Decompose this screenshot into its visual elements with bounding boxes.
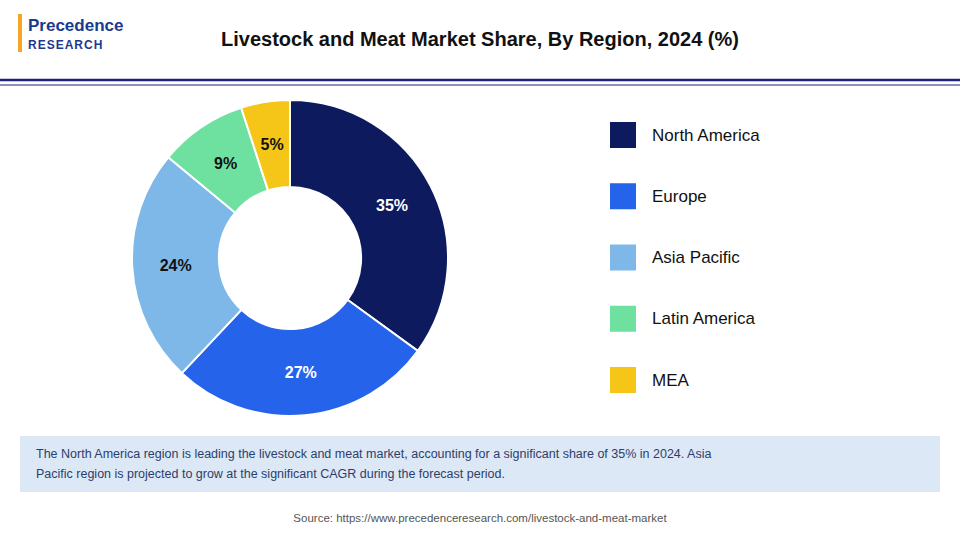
- legend-label: Asia Pacific: [652, 248, 740, 267]
- legend-swatch: [610, 245, 636, 271]
- data-label: 24%: [160, 257, 192, 274]
- donut-slice: [241, 100, 290, 190]
- data-labels: 35% 27% 24% 9% 5%: [160, 136, 408, 380]
- logo-text: Precedence: [28, 16, 123, 35]
- legend-swatch: [610, 367, 636, 393]
- data-label: 35%: [376, 197, 408, 214]
- data-label: 27%: [285, 364, 317, 381]
- data-label: 9%: [214, 155, 237, 172]
- legend-label: North America: [652, 126, 760, 145]
- annotation-line: Pacific region is projected to grow at t…: [36, 467, 505, 481]
- background: [0, 0, 960, 540]
- annotation-box: [20, 436, 940, 492]
- donut-slice: [290, 100, 448, 351]
- chart-svg: Precedence RESEARCH Livestock and Meat Mar…: [0, 0, 960, 540]
- legend-label: MEA: [652, 371, 690, 390]
- legend-swatch: [610, 122, 636, 148]
- legend: North America Europe Asia Pacific Latin Ame…: [610, 122, 760, 393]
- annotation: The North America region is leading the …: [36, 447, 711, 481]
- legend-swatch: [610, 306, 636, 332]
- annotation-line: The North America region is leading the …: [36, 447, 711, 461]
- page: {"chart_data": {"type": "pie", "title": …: [0, 0, 960, 540]
- data-label: 5%: [261, 136, 284, 153]
- legend-swatch: [610, 183, 636, 209]
- donut: [132, 100, 448, 416]
- chart-container: Precedence RESEARCH Livestock and Meat Mar…: [0, 0, 960, 540]
- legend-label: Europe: [652, 187, 707, 206]
- title: Livestock and Meat Market Share, By Regi…: [221, 28, 739, 50]
- legend-label: Latin America: [652, 309, 756, 328]
- header-rule: [0, 85, 960, 86]
- logo-accent: [18, 14, 22, 52]
- source: Source: https://www.precedenceresearch.c…: [293, 512, 667, 524]
- header-rule: [0, 79, 960, 82]
- logo-text: RESEARCH: [28, 38, 103, 52]
